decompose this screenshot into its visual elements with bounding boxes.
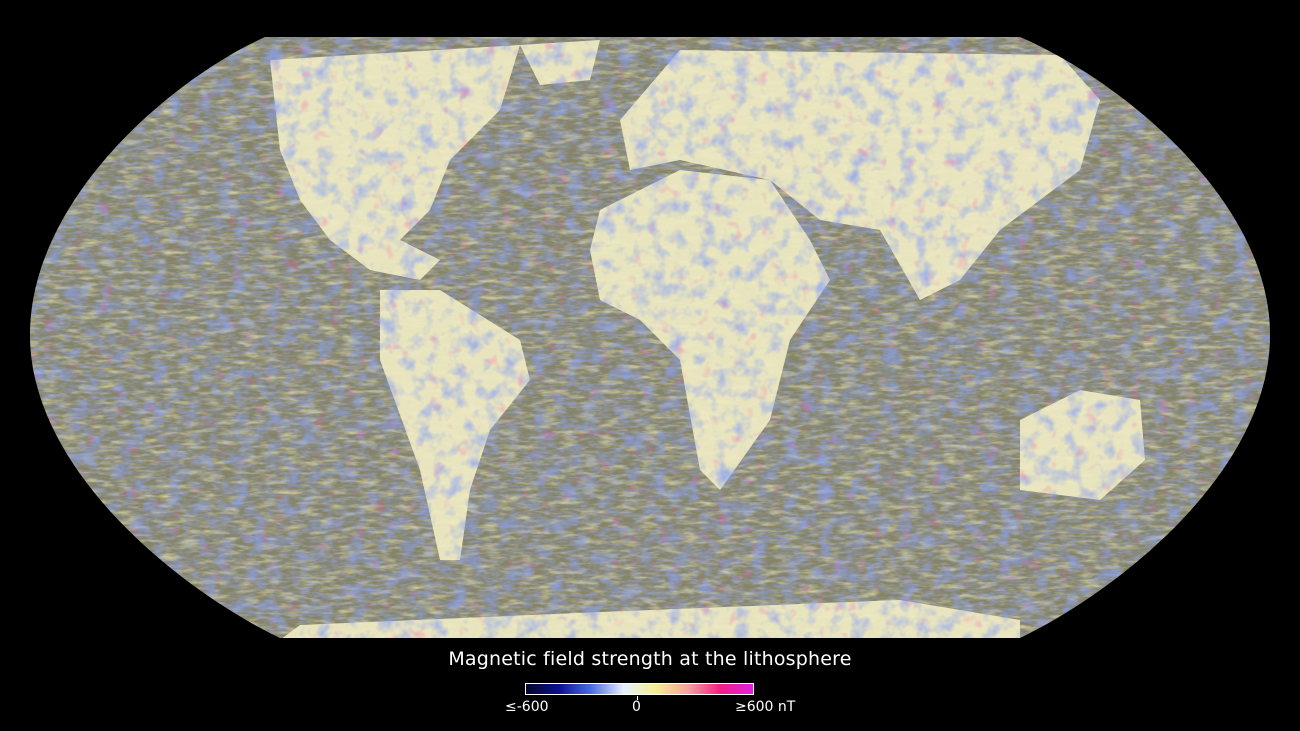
colorbar-mid-label: 0 (632, 699, 641, 715)
colorbar (525, 683, 754, 695)
colorbar-zero-tick (637, 696, 638, 700)
colorbar-min-label: ≤-600 (505, 699, 549, 715)
colorbar-max-label: ≥600 nT (735, 699, 796, 715)
map-title: Magnetic field strength at the lithosphe… (448, 648, 852, 670)
